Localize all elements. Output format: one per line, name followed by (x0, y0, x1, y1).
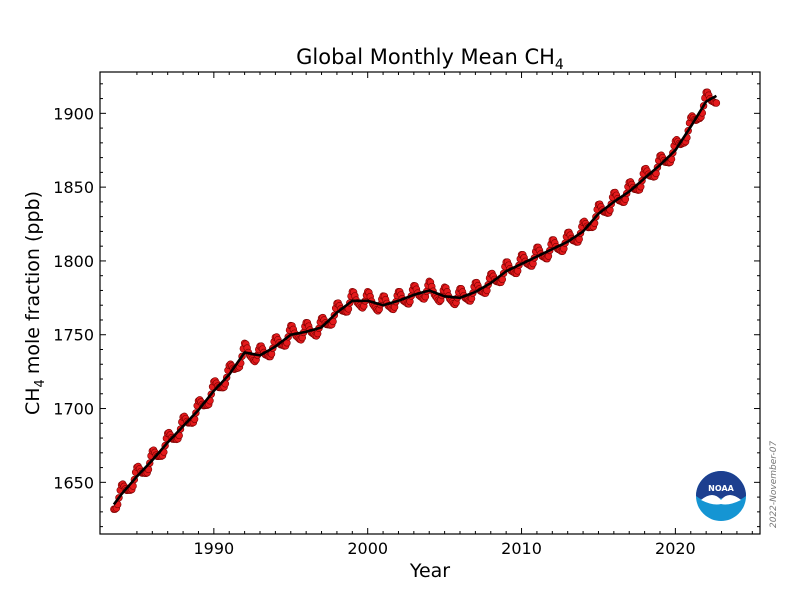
x-tick-label: 2020 (655, 539, 696, 558)
x-axis: 1990 2000 2010 2020 (136, 72, 753, 558)
x-axis-label: Year (409, 560, 450, 582)
chart-title: Global Monthly Mean CH4 (296, 45, 564, 73)
noaa-logo-text: NOAA (708, 484, 734, 493)
y-tick-label: 1650 (53, 473, 94, 492)
monthly-point (712, 99, 721, 107)
y-tick-label: 1850 (53, 178, 94, 197)
y-tick-label: 1900 (53, 104, 94, 123)
y-tick-label: 1800 (53, 252, 94, 271)
x-tick-label: 2010 (501, 539, 542, 558)
y-axis: 1650 1700 1750 1800 1850 1900 (53, 83, 760, 528)
x-tick-label: 1990 (193, 539, 234, 558)
x-tick-label: 2000 (347, 539, 388, 558)
monthly-series (110, 88, 721, 513)
noaa-logo: NOAA (696, 471, 746, 521)
plot-area (99, 71, 761, 535)
date-stamp: 2022-November-07 (769, 441, 779, 528)
trend-line (112, 94, 718, 506)
y-axis-label: CH4mole fraction (ppb) (22, 191, 48, 415)
y-tick-label: 1700 (53, 400, 94, 419)
y-tick-label: 1750 (53, 326, 94, 345)
